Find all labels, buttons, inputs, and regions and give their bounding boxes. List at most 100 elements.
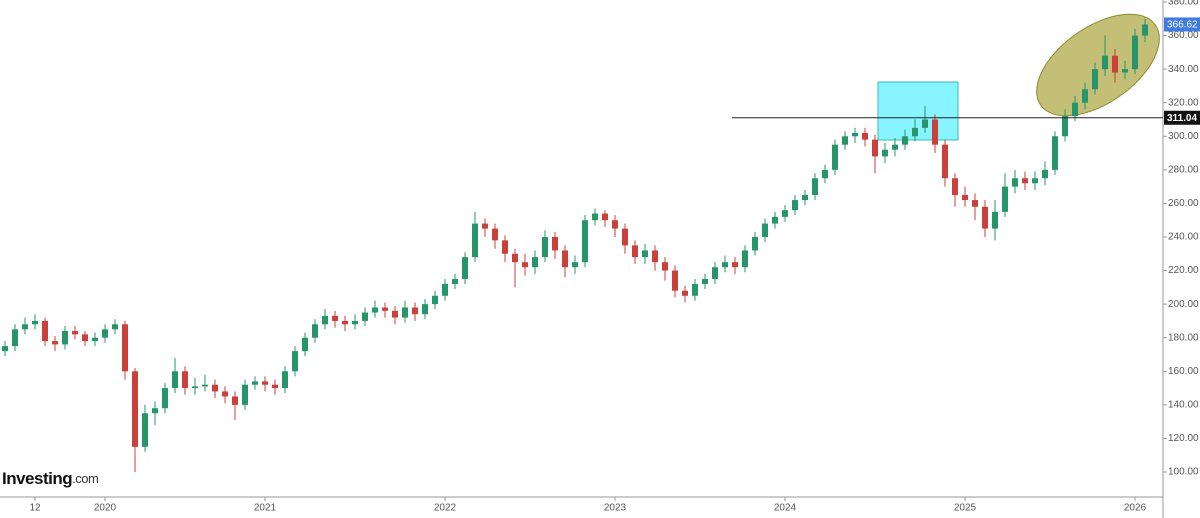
candle-body xyxy=(612,220,618,229)
candle-body xyxy=(972,200,978,207)
candle-body xyxy=(152,408,158,414)
candle-body xyxy=(652,250,658,263)
candle-body xyxy=(322,315,328,325)
candle-body xyxy=(272,384,278,389)
candle-body xyxy=(162,388,168,409)
candle-body xyxy=(542,237,548,258)
candle-body xyxy=(742,250,748,268)
candle-body xyxy=(292,351,298,372)
candle-body xyxy=(102,329,108,338)
y-tick-label: 100.00 xyxy=(1168,467,1199,478)
candle-body xyxy=(952,178,958,196)
candle-body xyxy=(402,307,408,318)
y-tick-label: 240.00 xyxy=(1168,232,1199,243)
candle-body xyxy=(1092,69,1098,90)
y-tick-label: 120.00 xyxy=(1168,433,1199,444)
highlight-ellipse xyxy=(1036,13,1160,117)
candle-body xyxy=(1132,35,1138,70)
candle-body xyxy=(492,228,498,241)
candle-body xyxy=(692,284,698,296)
candle-body xyxy=(472,223,478,258)
candle-body xyxy=(642,250,648,258)
candle-body xyxy=(1062,116,1068,137)
candle-body xyxy=(992,211,998,229)
watermark: Investing.com xyxy=(2,469,98,488)
candle-body xyxy=(812,178,818,196)
candle-body xyxy=(392,310,398,318)
candle-body xyxy=(1142,24,1148,36)
candle-body xyxy=(2,346,8,352)
candle-body xyxy=(532,257,538,268)
y-tick-label: 160.00 xyxy=(1168,366,1199,377)
watermark-suffix: .com xyxy=(72,471,98,486)
candle-body xyxy=(422,304,428,315)
candle-body xyxy=(372,307,378,313)
candle-body xyxy=(242,384,248,405)
candle-body xyxy=(862,132,868,140)
candle-body xyxy=(902,136,908,145)
candle-body xyxy=(1032,178,1038,184)
candle-body xyxy=(502,240,508,254)
candle-body xyxy=(202,384,208,387)
candle-body xyxy=(962,195,968,201)
candle-body xyxy=(982,206,988,229)
watermark-brand: Investing xyxy=(2,469,72,488)
candle-body xyxy=(382,307,388,311)
candle-body xyxy=(662,262,668,271)
candle-body xyxy=(932,119,938,145)
candle-body xyxy=(1072,102,1078,117)
candle-body xyxy=(592,213,598,221)
x-tick-label: 2020 xyxy=(94,503,117,514)
candle-body xyxy=(62,331,68,345)
candle-body xyxy=(1052,136,1058,170)
candle-body xyxy=(432,295,438,305)
candle-body xyxy=(722,262,728,268)
candle-body xyxy=(782,210,788,217)
candle-body xyxy=(752,237,758,251)
candle-body xyxy=(1002,186,1008,212)
hline-label-box xyxy=(1164,110,1200,125)
candle-body xyxy=(842,136,848,145)
y-tick-label: 320.00 xyxy=(1168,97,1199,108)
candle-body xyxy=(222,391,228,397)
candle-body xyxy=(112,324,118,330)
candle-body xyxy=(212,384,218,392)
candle-body xyxy=(922,119,928,128)
candle-body xyxy=(872,139,878,157)
candle-body xyxy=(1112,55,1118,73)
candle-body xyxy=(832,144,838,170)
y-tick-label: 140.00 xyxy=(1168,399,1199,410)
candle-body xyxy=(882,149,888,157)
candle-body xyxy=(252,381,258,385)
candle-body xyxy=(552,237,558,251)
candle-body xyxy=(232,396,238,405)
candle-body xyxy=(482,223,488,229)
candle-body xyxy=(42,320,48,342)
candle-body xyxy=(1082,89,1088,103)
candle-body xyxy=(792,200,798,211)
last-price-label: 366.62 xyxy=(1167,20,1198,31)
candle-body xyxy=(362,312,368,321)
candle-body xyxy=(802,195,808,201)
candle-body xyxy=(452,278,458,284)
y-tick-label: 200.00 xyxy=(1168,299,1199,310)
y-tick-label: 380.00 xyxy=(1168,0,1199,8)
candle-body xyxy=(702,278,708,284)
y-tick-label: 280.00 xyxy=(1168,164,1199,175)
x-tick-label: 2026 xyxy=(1124,503,1147,514)
candle-body xyxy=(522,262,528,268)
candle-body xyxy=(462,257,468,279)
candle-body xyxy=(732,262,738,268)
candle-body xyxy=(632,245,638,258)
x-tick-label: 2024 xyxy=(774,503,797,514)
candle-body xyxy=(72,331,78,335)
candle-body xyxy=(622,228,628,246)
x-tick-label: 2023 xyxy=(604,503,627,514)
candle-body xyxy=(1122,69,1128,73)
candle-body xyxy=(122,324,128,372)
candle-body xyxy=(822,169,828,179)
candle-body xyxy=(132,371,138,447)
candle-body xyxy=(332,315,338,321)
candle-body xyxy=(82,334,88,342)
candle-body xyxy=(672,270,678,291)
